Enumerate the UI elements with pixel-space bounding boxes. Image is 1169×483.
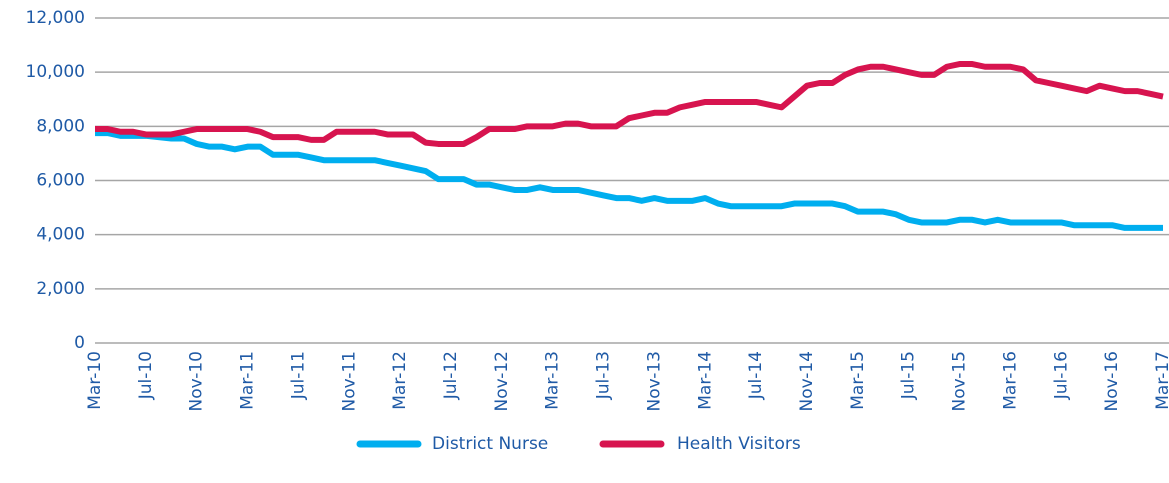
x-tick-label: Jul-16 (1051, 351, 1071, 400)
legend-label: District Nurse (432, 434, 548, 454)
x-tick-label: Mar-17 (1153, 351, 1169, 410)
series-line (95, 130, 1163, 231)
x-tick-label: Mar-15 (848, 351, 868, 410)
x-tick-label: Jul-11 (288, 351, 308, 400)
x-tick-label: Nov-12 (492, 351, 512, 412)
y-tick-label: 6,000 (36, 171, 85, 191)
y-tick-label: 12,000 (26, 8, 85, 28)
x-tick-label: Jul-14 (746, 351, 766, 400)
y-tick-label: 4,000 (36, 225, 85, 245)
x-tick-label: Mar-16 (1000, 351, 1020, 410)
legend-label: Health Visitors (677, 434, 801, 454)
y-tick-label: 0 (74, 333, 85, 353)
x-tick-label: Mar-10 (85, 351, 105, 410)
x-tick-label: Nov-10 (187, 351, 207, 412)
x-tick-label: Jul-15 (899, 351, 919, 400)
x-tick-label: Jul-12 (441, 351, 461, 400)
x-tick-label: Nov-14 (797, 351, 817, 412)
y-tick-label: 8,000 (36, 116, 85, 136)
x-tick-label: Jul-13 (594, 351, 614, 400)
x-tick-label: Nov-11 (339, 351, 359, 412)
x-tick-label: Nov-16 (1102, 351, 1122, 412)
x-tick-label: Mar-13 (543, 351, 563, 410)
x-tick-label: Nov-13 (644, 351, 664, 412)
x-tick-label: Nov-15 (950, 351, 970, 412)
x-tick-label: Mar-14 (695, 351, 715, 410)
series-line (95, 61, 1164, 147)
x-tick-label: Mar-12 (390, 351, 410, 410)
x-tick-label: Jul-10 (136, 351, 156, 400)
y-tick-label: 2,000 (36, 279, 85, 299)
y-tick-label: 10,000 (26, 62, 85, 82)
x-tick-label: Mar-11 (238, 351, 258, 410)
